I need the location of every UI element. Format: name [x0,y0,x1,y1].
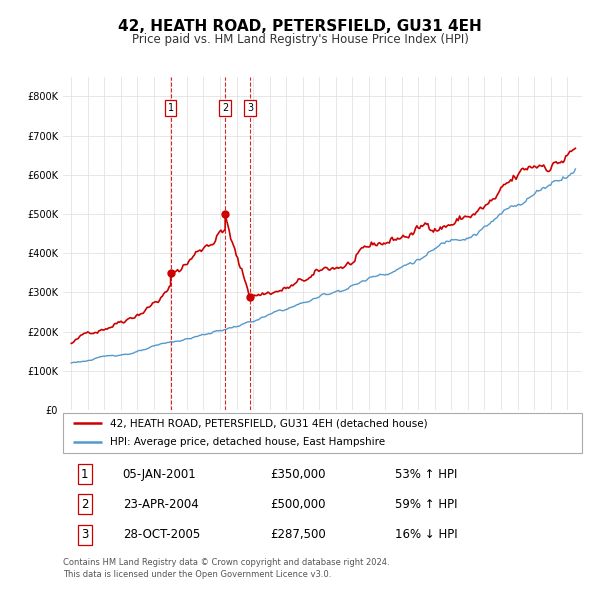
FancyBboxPatch shape [63,413,582,453]
Text: £350,000: £350,000 [271,468,326,481]
Text: 59% ↑ HPI: 59% ↑ HPI [395,498,458,511]
Text: This data is licensed under the Open Government Licence v3.0.: This data is licensed under the Open Gov… [63,570,331,579]
Text: HPI: Average price, detached house, East Hampshire: HPI: Average price, detached house, East… [110,437,385,447]
Text: 42, HEATH ROAD, PETERSFIELD, GU31 4EH: 42, HEATH ROAD, PETERSFIELD, GU31 4EH [118,19,482,34]
Text: 3: 3 [81,528,88,541]
Text: Price paid vs. HM Land Registry's House Price Index (HPI): Price paid vs. HM Land Registry's House … [131,33,469,46]
Text: £500,000: £500,000 [271,498,326,511]
Text: 3: 3 [247,103,253,113]
Text: 05-JAN-2001: 05-JAN-2001 [122,468,196,481]
Text: 2: 2 [81,498,89,511]
Text: 16% ↓ HPI: 16% ↓ HPI [395,528,458,541]
Text: Contains HM Land Registry data © Crown copyright and database right 2024.: Contains HM Land Registry data © Crown c… [63,558,389,567]
Text: 28-OCT-2005: 28-OCT-2005 [122,528,200,541]
Text: 23-APR-2004: 23-APR-2004 [122,498,199,511]
Text: 1: 1 [167,103,173,113]
Text: 2: 2 [222,103,228,113]
Text: £287,500: £287,500 [271,528,326,541]
Text: 42, HEATH ROAD, PETERSFIELD, GU31 4EH (detached house): 42, HEATH ROAD, PETERSFIELD, GU31 4EH (d… [110,418,427,428]
Text: 53% ↑ HPI: 53% ↑ HPI [395,468,458,481]
Text: 1: 1 [81,468,89,481]
